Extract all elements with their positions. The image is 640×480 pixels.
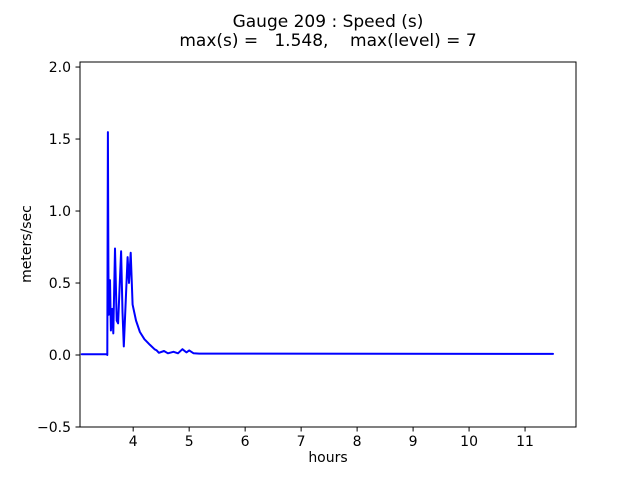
axes-frame [79, 61, 577, 428]
chart-title-line2: max(s) = 1.548, max(level) = 7 [179, 31, 477, 51]
y-tick-label: 1.0 [49, 204, 71, 220]
y-tick-label: 0.5 [49, 276, 71, 292]
y-tick-label: 2.0 [49, 60, 71, 76]
x-tick-label: 4 [129, 434, 138, 450]
y-tick-label: 0.0 [49, 348, 71, 364]
y-tick-label: −0.5 [37, 420, 71, 436]
x-tick-label: 10 [460, 434, 478, 450]
x-tick-label: 5 [185, 434, 194, 450]
y-axis-label: meters/sec [19, 205, 35, 283]
chart-title-line1: Gauge 209 : Speed (s) [232, 12, 424, 32]
y-tick-label: 1.5 [49, 132, 71, 148]
speed-line [80, 131, 554, 356]
x-tick-label: 7 [297, 434, 306, 450]
x-tick-label: 11 [516, 434, 534, 450]
x-tick-label: 6 [241, 434, 250, 450]
x-tick-label: 8 [353, 434, 362, 450]
x-tick-label: 9 [409, 434, 418, 450]
chart-title: Gauge 209 : Speed (s) max(s) = 1.548, ma… [80, 13, 576, 51]
x-axis-label: hours [308, 450, 348, 466]
